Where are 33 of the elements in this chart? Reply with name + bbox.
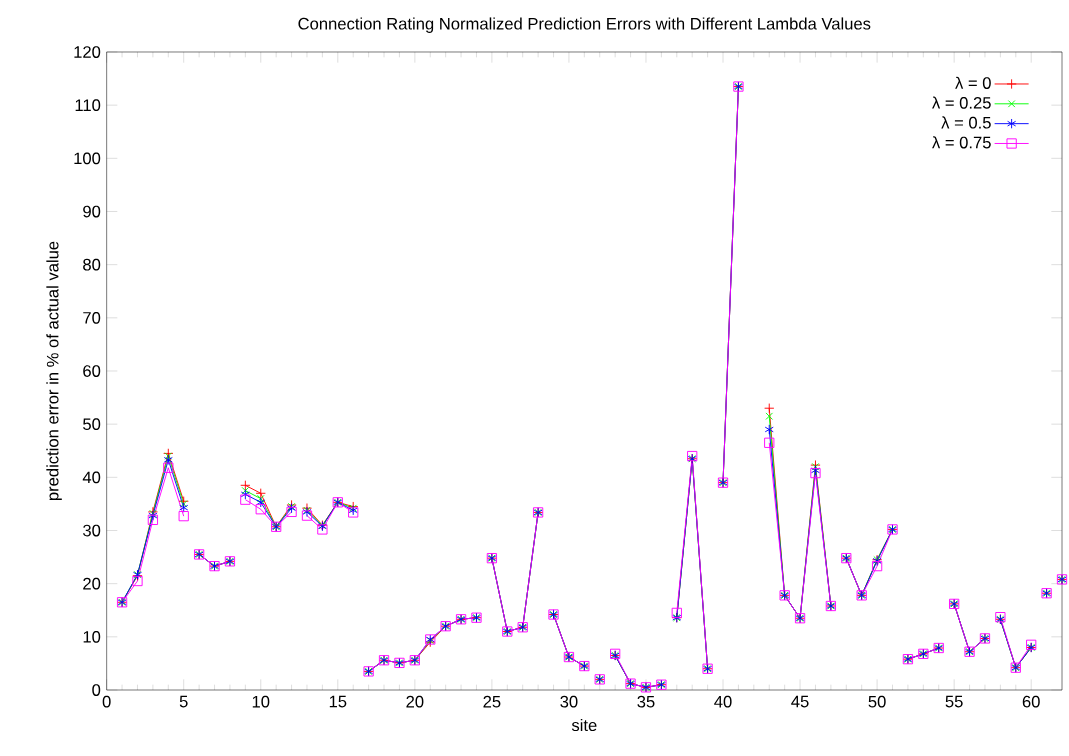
y-tick-label: 20 <box>83 577 101 590</box>
y-tick-label: 0 <box>92 684 101 696</box>
legend-label: λ = 0.5 <box>941 116 991 129</box>
y-tick-label: 10 <box>83 630 101 643</box>
x-tick-label: 25 <box>483 695 501 708</box>
y-tick-label: 70 <box>83 311 101 324</box>
y-tick-label: 110 <box>75 99 101 112</box>
x-tick-label: 45 <box>791 695 809 708</box>
x-tick-label: 5 <box>179 695 188 708</box>
x-tick-label: 40 <box>714 695 732 708</box>
chart-title: Connection Rating Normalized Prediction Errors with Different Lambda Values <box>298 17 871 33</box>
y-tick-label: 80 <box>83 258 101 271</box>
y-tick-label: 120 <box>74 46 101 58</box>
x-tick-label: 10 <box>252 695 270 708</box>
legend-label: λ = 0.75 <box>932 136 991 149</box>
y-tick-label: 100 <box>74 152 101 165</box>
legend-label: λ = 0.25 <box>932 96 991 109</box>
y-tick-label: 60 <box>83 365 101 377</box>
y-axis-title: prediction error in % of actual value <box>46 241 62 501</box>
y-tick-label: 40 <box>82 471 101 484</box>
x-axis-title: site <box>571 718 597 732</box>
y-tick-label: 50 <box>83 418 101 431</box>
x-tick-label: 50 <box>868 695 886 708</box>
y-tick-label: 90 <box>83 205 101 218</box>
y-tick-label: 30 <box>83 524 101 537</box>
x-tick-label: 35 <box>637 695 655 708</box>
x-tick-label: 15 <box>329 695 347 708</box>
x-tick-label: 30 <box>560 695 578 708</box>
x-tick-label: 55 <box>945 695 963 708</box>
x-tick-label: 60 <box>1022 695 1040 708</box>
x-tick-label: 20 <box>406 695 424 708</box>
legend-label: λ = 0 <box>955 76 991 89</box>
x-tick-label: 0 <box>102 695 111 708</box>
